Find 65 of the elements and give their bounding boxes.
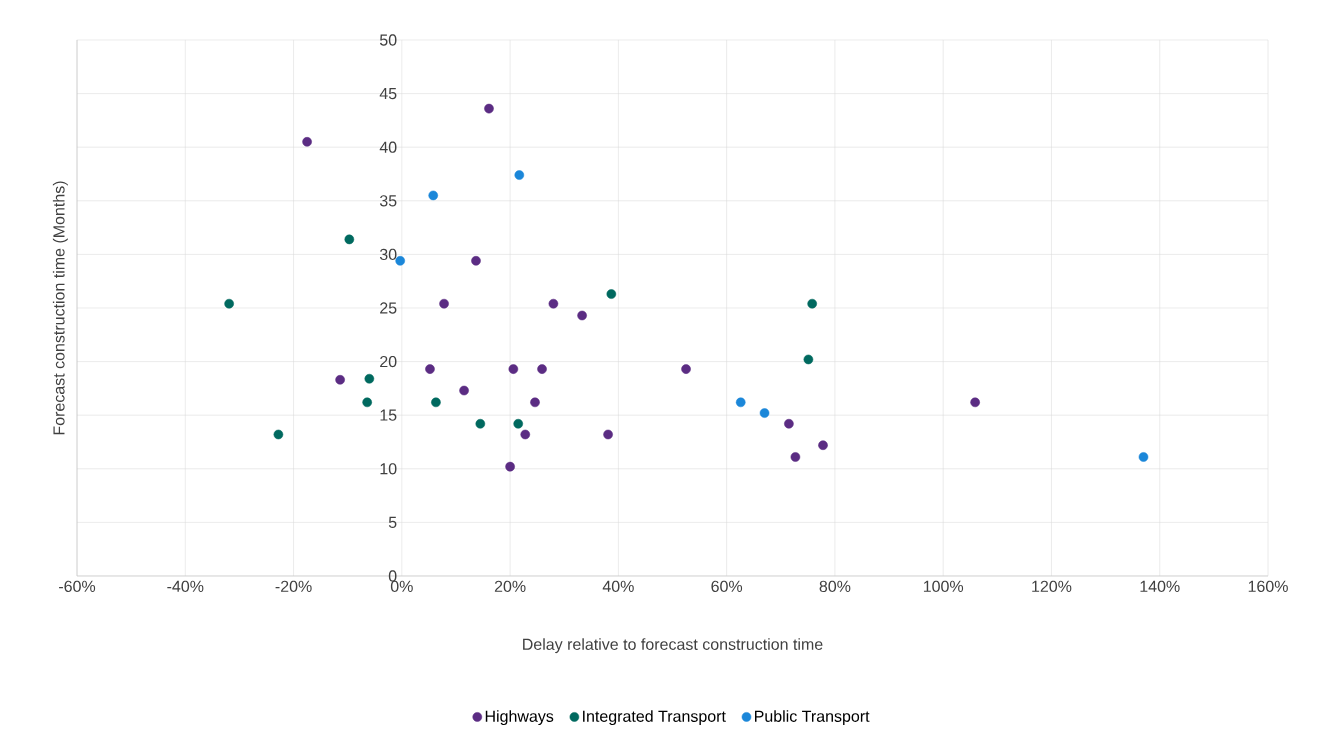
legend-label: Public Transport — [755, 710, 870, 726]
point — [537, 364, 547, 374]
legend-label: Highways — [485, 710, 554, 726]
y-tick-label: 25 — [380, 302, 397, 314]
point — [508, 364, 519, 374]
x-axis-title: Delay relative to forecast construction time — [523, 638, 823, 654]
point — [548, 298, 559, 309]
point — [224, 298, 234, 309]
y-tick-label: 40 — [379, 141, 397, 153]
x-tick-label: 80% — [819, 580, 851, 593]
point — [530, 397, 540, 408]
y-tick-label: 0 — [388, 570, 397, 582]
point — [513, 418, 524, 429]
y-tick-label: 20 — [380, 355, 397, 368]
point — [395, 256, 406, 266]
x-tick-label: 20% — [494, 580, 526, 593]
point — [364, 373, 375, 384]
point — [484, 103, 494, 114]
point — [784, 418, 794, 429]
y-tick-label: 10 — [380, 463, 397, 475]
point — [335, 375, 345, 385]
point — [425, 364, 435, 374]
point — [344, 234, 355, 245]
x-tick-label: 0% — [390, 580, 413, 593]
x-tick-label: 60% — [711, 580, 743, 593]
point — [807, 298, 817, 309]
point — [459, 385, 469, 396]
point — [475, 418, 486, 429]
point — [803, 354, 814, 365]
point — [428, 190, 439, 201]
point — [970, 397, 980, 408]
y-tick-label: 30 — [379, 248, 397, 261]
x-tick-label: 40% — [602, 580, 634, 593]
point — [273, 429, 284, 440]
y-tick-label: 35 — [379, 195, 397, 207]
x-tick-label: 100% — [923, 580, 964, 593]
point — [606, 289, 617, 299]
point — [735, 397, 746, 408]
legend-label: Integrated Transport — [583, 710, 726, 726]
x-tick-label: -60% — [59, 580, 96, 593]
x-tick-label: 120% — [1032, 580, 1072, 593]
point — [759, 408, 770, 418]
point — [505, 461, 515, 472]
x-tick-label: 140% — [1140, 580, 1180, 593]
point — [790, 452, 801, 462]
point — [1138, 452, 1149, 462]
point — [302, 137, 312, 147]
y-tick-label: 50 — [379, 34, 397, 46]
y-tick-label: 5 — [388, 516, 397, 528]
point — [681, 364, 691, 374]
point — [439, 298, 449, 309]
point — [471, 256, 481, 266]
x-tick-label: 160% — [1248, 580, 1288, 593]
x-tick-label: -40% — [167, 580, 204, 593]
point — [514, 170, 525, 180]
y-tick-label: 45 — [379, 88, 397, 100]
y-axis-title: Forecast construction time (Months) — [52, 181, 68, 435]
point — [431, 397, 441, 408]
x-tick-label: -20% — [275, 580, 312, 593]
point — [603, 429, 613, 440]
point — [520, 429, 531, 440]
point — [818, 440, 828, 451]
y-tick-label: 15 — [380, 409, 397, 421]
point — [577, 310, 587, 321]
point — [362, 397, 372, 408]
